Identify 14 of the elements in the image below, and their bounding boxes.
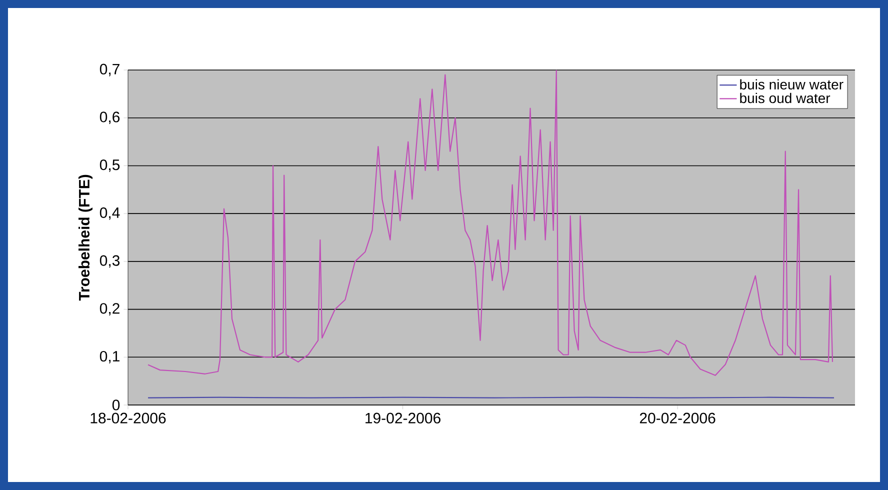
y-tick-label: 0,6	[100, 112, 120, 124]
x-tick-label: 19-02-2006	[366, 412, 440, 424]
legend-label: buis nieuw water	[740, 79, 844, 90]
x-tick-label: 18-02-2006	[90, 412, 166, 424]
x-tick-label: 20-02-2006	[640, 412, 716, 424]
y-tick-label: 0,2	[100, 303, 120, 316]
y-tick-label: 0,1	[100, 350, 120, 364]
y-tick-label: 0,7	[100, 64, 120, 76]
y-tick-label: 0,4	[100, 207, 120, 220]
y-tick-label: 0	[112, 400, 120, 410]
y-axis-title: Troebelheid (FTE)	[78, 174, 92, 301]
legend-label: buis oud water	[740, 92, 830, 104]
y-tick-label: 0,5	[100, 160, 120, 172]
y-tick-label: 0,3	[100, 255, 120, 268]
